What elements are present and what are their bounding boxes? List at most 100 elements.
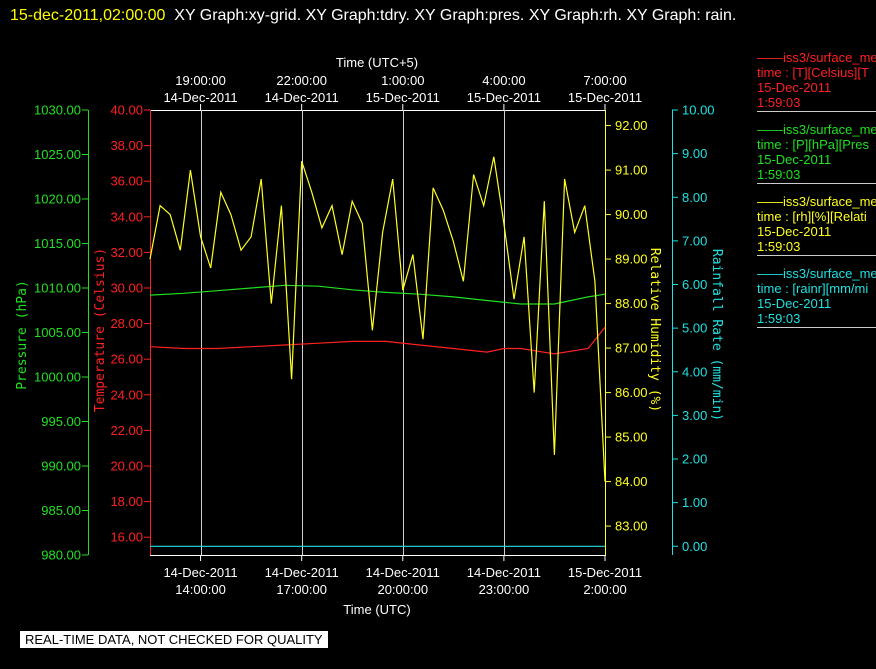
rainfall-tick-label: 0.00 (682, 539, 707, 554)
humidity-tick-label: 83.00 (615, 519, 648, 534)
legend-entry-pressure: ——iss3/surface_met time : [P][hPa][Pres … (757, 122, 876, 184)
temperature-tick-label: 28.00 (110, 316, 143, 331)
x-top-tick-label-time: 1:00:00 (381, 73, 424, 88)
pressure-tick-label: 995.00 (41, 414, 81, 429)
humidity-tick-label: 91.00 (615, 163, 648, 178)
x-tick-label-date: 14-Dec-2011 (366, 565, 440, 580)
pressure-tick-label: 1005.00 (34, 325, 81, 340)
rainfall-tick-label: 3.00 (682, 408, 707, 423)
axes: 980.00 985.00 990.00 995.00 1000.00 1005.00 10… (34, 103, 715, 563)
temperature-tick-label: 20.00 (110, 459, 143, 474)
legend-units: time : [rh][%][Relati (757, 209, 867, 224)
legend-time: 1:59:03 (757, 311, 801, 326)
x-tick-label-time: 2:00:00 (583, 582, 626, 597)
legend-date: 15-Dec-2011 (757, 80, 832, 95)
x-tick-label-time: 23:00:00 (479, 582, 530, 597)
x-tick-label-date: 14-Dec-2011 (163, 565, 237, 580)
pressure-tick-label: 1030.00 (34, 103, 81, 118)
humidity-tick-label: 92.00 (615, 118, 648, 133)
legend-units: time : [P][hPa][Pres (757, 137, 869, 152)
rainfall-tick-label: 2.00 (682, 452, 707, 467)
x-top-tick-label-time: 7:00:00 (583, 73, 626, 88)
temperature-tick-label: 18.00 (110, 494, 143, 509)
temperature-series-line (149, 326, 606, 355)
x-top-tick-label-time: 4:00:00 (482, 73, 525, 88)
temperature-tick-label: 34.00 (110, 209, 143, 224)
x-bottom-axis-label: Time (UTC) (343, 602, 410, 617)
legend-time: 1:59:03 (757, 239, 801, 254)
legend-time: 1:59:03 (757, 167, 801, 182)
pressure-series-line (149, 284, 606, 305)
temperature-tick-label: 22.00 (110, 423, 143, 438)
x-tick-label-time: 17:00:00 (276, 582, 327, 597)
temperature-tick-label: 26.00 (110, 352, 143, 367)
humidity-series-line (149, 156, 606, 482)
grid (201, 110, 505, 555)
x-top-axis-label: Time (UTC+5) (336, 55, 418, 70)
rainfall-tick-label: 10.00 (682, 103, 715, 118)
x-tick-label-date: 15-Dec-2011 (568, 565, 642, 580)
x-tick-label-date: 14-Dec-2011 (265, 565, 339, 580)
temperature-tick-label: 36.00 (110, 174, 143, 189)
temperature-tick-label: 38.00 (110, 138, 143, 153)
graph-title: 15-dec-2011,02:00:00 XY Graph:xy-grid. X… (10, 2, 860, 30)
temperature-tick-label: 24.00 (110, 387, 143, 402)
x-ticks: 14-Dec-2011 14:00:00 14-Dec-2011 17:00:00 14… (163, 73, 642, 597)
temperature-tick-label: 16.00 (110, 530, 143, 545)
legend-entry-rainfall: ——iss3/surface_met time : [rainr][mm/mi … (757, 266, 876, 328)
pressure-tick-label: 1015.00 (34, 236, 81, 251)
series-lines (149, 156, 606, 547)
humidity-tick-label: 88.00 (615, 296, 648, 311)
legend-date: 15-Dec-2011 (757, 296, 832, 311)
legend-units: time : [T][Celsius][T (757, 65, 869, 80)
legend-line: ——iss3/surface_met (757, 194, 876, 209)
graph-timestamp: 15-dec-2011,02:00:00 (10, 7, 166, 24)
temperature-tick-label: 30.00 (110, 281, 143, 296)
humidity-tick-label: 84.00 (615, 474, 648, 489)
pressure-tick-label: 985.00 (41, 503, 81, 518)
legend-date: 15-Dec-2011 (757, 152, 832, 167)
rainfall-axis-label: Rainfall Rate (mm/min) (709, 249, 724, 421)
rainfall-tick-label: 6.00 (682, 277, 707, 292)
rainfall-tick-label: 4.00 (682, 364, 707, 379)
humidity-tick-label: 85.00 (615, 430, 648, 445)
legend-line: ——iss3/surface_met (757, 266, 876, 281)
x-top-tick-label-date: 15-Dec-2011 (366, 90, 440, 105)
graph-titles: XY Graph:xy-grid. XY Graph:tdry. XY Grap… (174, 7, 737, 24)
legend-date: 15-Dec-2011 (757, 224, 832, 239)
x-top-tick-label-date: 14-Dec-2011 (265, 90, 339, 105)
rainfall-tick-label: 9.00 (682, 146, 707, 161)
humidity-axis-label: Relative Humidity (%) (647, 248, 662, 412)
legend-entry-temperature: ——iss3/surface_met time : [T][Celsius][T… (757, 50, 876, 112)
pressure-tick-label: 1025.00 (34, 147, 81, 162)
rainfall-tick-label: 1.00 (682, 495, 707, 510)
legend-line: ——iss3/surface_met (757, 122, 876, 137)
quality-notice: REAL-TIME DATA, NOT CHECKED FOR QUALITY (20, 631, 328, 648)
pressure-tick-label: 1020.00 (34, 192, 81, 207)
temperature-axis-label: Temperature (Celsius) (93, 248, 108, 412)
x-top-tick-label-time: 19:00:00 (175, 73, 226, 88)
temperature-tick-label: 32.00 (110, 245, 143, 260)
pressure-tick-label: 1010.00 (34, 281, 81, 296)
legend-entry-humidity: ——iss3/surface_met time : [rh][%][Relati… (757, 194, 876, 256)
pressure-tick-label: 980.00 (41, 548, 81, 563)
humidity-tick-label: 90.00 (615, 207, 648, 222)
legend-time: 1:59:03 (757, 95, 801, 110)
x-top-tick-label-date: 15-Dec-2011 (467, 90, 541, 105)
pressure-tick-label: 990.00 (41, 459, 81, 474)
temperature-tick-label: 40.00 (110, 103, 143, 118)
x-top-tick-label-date: 15-Dec-2011 (568, 90, 642, 105)
x-tick-label-time: 14:00:00 (175, 582, 226, 597)
humidity-tick-label: 89.00 (615, 252, 648, 267)
x-tick-label-time: 20:00:00 (377, 582, 428, 597)
humidity-tick-label: 86.00 (615, 385, 648, 400)
x-top-tick-label-date: 14-Dec-2011 (163, 90, 237, 105)
x-top-tick-label-time: 22:00:00 (276, 73, 327, 88)
rainfall-tick-label: 8.00 (682, 190, 707, 205)
legend-line: ——iss3/surface_met (757, 50, 876, 65)
pressure-axis-label: Pressure (hPa) (15, 280, 30, 390)
rainfall-tick-label: 5.00 (682, 321, 707, 336)
pressure-tick-label: 1000.00 (34, 370, 81, 385)
rainfall-tick-label: 7.00 (682, 233, 707, 248)
